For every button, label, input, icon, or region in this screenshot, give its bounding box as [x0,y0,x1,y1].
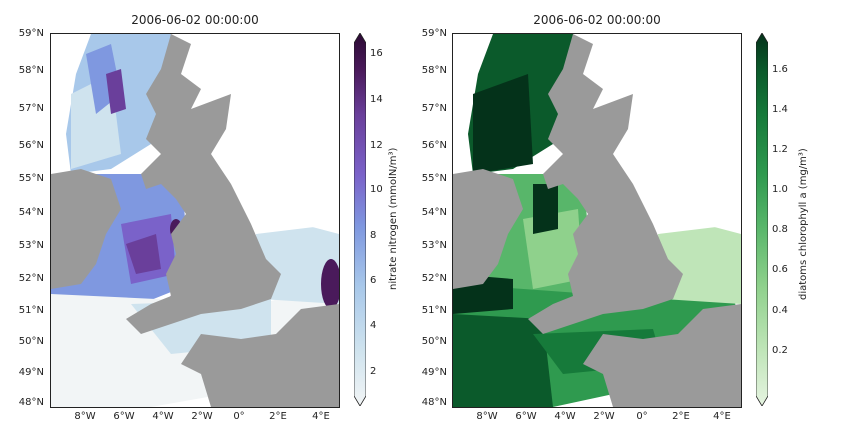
sea-field [473,74,533,174]
land-ireland [453,169,523,289]
x-tick-label: 4°E [312,411,330,422]
y-tick-label: 50°N [18,336,44,347]
colorbar-tick-label: 0.4 [772,305,788,316]
y-tick-label: 48°N [18,397,44,408]
colorbar-tick-label: 10 [370,184,383,195]
x-tick-label: 4°E [713,411,731,422]
land-continent [653,34,741,234]
colorbar-tick-label: 2 [370,366,377,377]
y-tick-label: 53°N [18,240,44,251]
y-tick-label: 59°N [421,28,447,39]
y-tick-label: 55°N [18,173,44,184]
map-canvas [453,34,741,407]
colorbar-tick-label: 0.8 [772,224,788,235]
nutrient-hotspot [321,259,339,309]
land-continent [181,304,339,407]
y-tick-label: 48°N [421,397,447,408]
colorbar-tick-label: 1.0 [772,184,788,195]
y-tick-label: 53°N [421,240,447,251]
y-tick-label: 54°N [18,207,44,218]
colorbar-tick-label: 1.2 [772,144,788,155]
x-tick-label: 4°W [554,411,576,422]
x-tick-label: 6°W [113,411,135,422]
y-tick-label: 58°N [18,65,44,76]
colorbar-gradient [755,32,769,407]
land-continent [251,34,339,234]
colorbar-tick-label: 4 [370,320,377,331]
x-tick-label: 2°E [269,411,287,422]
sea-field [106,69,126,114]
map-title: 2006-06-02 00:00:00 [131,13,259,27]
y-tick-label: 57°N [421,103,447,114]
colorbar [755,32,769,407]
diatoms-map-panel: 2006-06-02 00:00:00 59°N 58°N 57°N 56°N … [420,0,845,439]
sea-field [533,184,558,234]
colorbar-tick-label: 0.6 [772,264,788,275]
colorbar-gradient [353,32,367,407]
y-tick-label: 51°N [421,305,447,316]
map-plot-area [50,33,340,408]
colorbar-label: nitrate nitrogen (mmolN/m³) [388,147,399,290]
sea-field [453,314,553,407]
land-great-britain [528,34,683,334]
y-tick-label: 52°N [18,273,44,284]
land-ireland [51,169,121,289]
colorbar-tick-label: 16 [370,48,383,59]
colorbar-tick-label: 6 [370,275,377,286]
colorbar-tick-label: 12 [370,140,383,151]
x-tick-label: 8°W [476,411,498,422]
x-tick-label: 0° [233,411,245,422]
x-tick-label: 6°W [515,411,537,422]
land-continent [583,304,741,407]
y-tick-label: 57°N [18,103,44,114]
y-tick-label: 52°N [421,273,447,284]
x-tick-label: 4°W [152,411,174,422]
land-great-britain [126,34,281,334]
y-tick-label: 59°N [18,28,44,39]
x-tick-label: 2°W [593,411,615,422]
map-canvas [51,34,339,407]
y-tick-label: 51°N [18,305,44,316]
colorbar-label: diatoms chlorophyll a (mg/m³) [798,148,809,300]
colorbar-tick-label: 1.4 [772,104,788,115]
colorbar-tick-label: 0.2 [772,345,788,356]
y-tick-label: 50°N [421,336,447,347]
nitrate-map-panel: 2006-06-02 00:00:00 [0,0,420,439]
y-tick-label: 49°N [421,367,447,378]
x-tick-label: 2°W [191,411,213,422]
y-tick-label: 56°N [421,140,447,151]
x-tick-label: 0° [636,411,648,422]
colorbar [353,32,367,407]
sea-field [126,234,161,274]
y-tick-label: 58°N [421,65,447,76]
colorbar-tick-label: 8 [370,230,377,241]
map-title: 2006-06-02 00:00:00 [533,13,661,27]
y-tick-label: 56°N [18,140,44,151]
x-tick-label: 2°E [672,411,690,422]
x-tick-label: 8°W [74,411,96,422]
y-tick-label: 55°N [421,173,447,184]
y-tick-label: 54°N [421,207,447,218]
colorbar-tick-label: 1.6 [772,64,788,75]
map-plot-area [452,33,742,408]
colorbar-tick-label: 14 [370,94,383,105]
y-tick-label: 49°N [18,367,44,378]
